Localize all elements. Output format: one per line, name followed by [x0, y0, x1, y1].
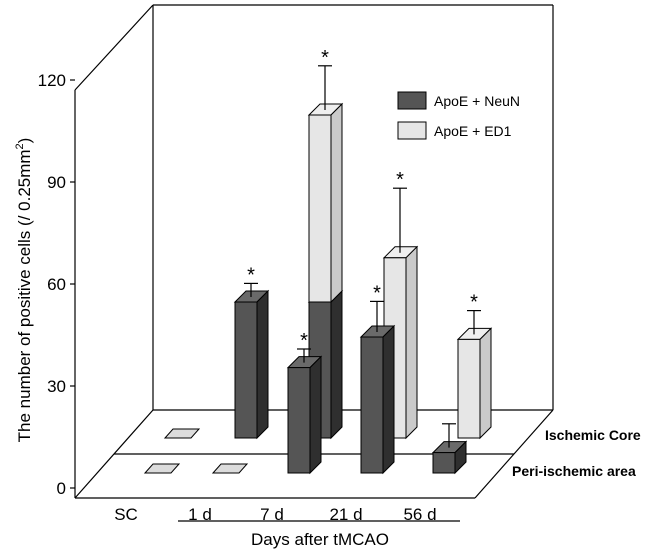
category-labels: SC 1 d 7 d 21 d 56 d [114, 505, 436, 524]
bar-ed1-ischemic-core-56-d [457, 338, 481, 439]
y-tick-label-0: 0 [57, 479, 66, 498]
row-label-peri-ischemic: Peri-ischemic area [512, 463, 636, 479]
y-tick-label-60: 60 [47, 275, 66, 294]
y-axis-ticks: 0 30 60 90 120 [38, 71, 75, 498]
bar-neun-peri-ischemic-area-21-d [360, 336, 384, 474]
category-label-56-d: 56 d [403, 505, 436, 524]
y-axis-label: The number of positive cells (/ 0.25mm2) [14, 138, 34, 443]
bar-neun-peri-ischemic-area-56-d [432, 452, 456, 474]
y-axis-label-superscript: 2 [14, 143, 26, 149]
significance-mark-ischemic-core-1-d: * [247, 264, 255, 286]
bar-ed1-ischemic-core-7-d [308, 114, 332, 303]
peri-ischemic-bars: ** [143, 282, 468, 475]
bar-neun-peri-ischemic-area-7-d [287, 367, 311, 474]
x-axis-label: Days after tMCAO [251, 530, 389, 549]
bar-ed1-ischemic-core-56-d-side [479, 327, 492, 440]
category-label-21-d: 21 d [329, 505, 362, 524]
bar-neun-peri-ischemic-area-21-d-side [382, 324, 395, 475]
empty-tile-peri-ischemic-area-sc [143, 463, 181, 474]
bar-ed1-ischemic-core-21-d-side [405, 245, 418, 440]
significance-mark-peri-ischemic-area-21-d: * [373, 282, 381, 304]
empty-tile-peri-ischemic-area-1-d [211, 463, 249, 474]
legend-label-neun: ApoE + NeuN [434, 93, 520, 109]
side-wall-top [74, 4, 154, 91]
bar-neun-peri-ischemic-area-7-d-side [309, 355, 322, 475]
y-tick-label-30: 30 [47, 377, 66, 396]
category-label-sc: SC [114, 505, 138, 524]
category-label-1-d: 1 d [188, 505, 212, 524]
y-tick-label-90: 90 [47, 173, 66, 192]
legend-swatch-neun [397, 91, 427, 110]
bar-neun-ischemic-core-1-d [234, 301, 258, 439]
row-label-ischemic-core: Ischemic Core [545, 427, 641, 443]
significance-mark-ischemic-core-7-d: * [321, 47, 329, 69]
bar-ed1-ischemic-core-7-d-side [330, 102, 343, 304]
significance-mark-peri-ischemic-area-7-d: * [300, 330, 308, 352]
legend-label-ed1: ApoE + ED1 [434, 123, 512, 139]
legend-swatch-ed1 [397, 121, 427, 140]
category-label-7-d: 7 d [260, 505, 284, 524]
legend: ApoE + NeuN ApoE + ED1 [397, 91, 520, 140]
y-tick-label-120: 120 [38, 71, 66, 90]
significance-mark-ischemic-core-21-d: * [396, 169, 404, 191]
bar-neun-ischemic-core-7-d-side [330, 289, 343, 440]
bar-neun-ischemic-core-1-d-side [256, 289, 269, 440]
empty-tile-ischemic-core-sc [163, 428, 201, 439]
significance-mark-ischemic-core-56-d: * [470, 292, 478, 314]
ischemic-core-bars: * * * * [163, 47, 493, 440]
